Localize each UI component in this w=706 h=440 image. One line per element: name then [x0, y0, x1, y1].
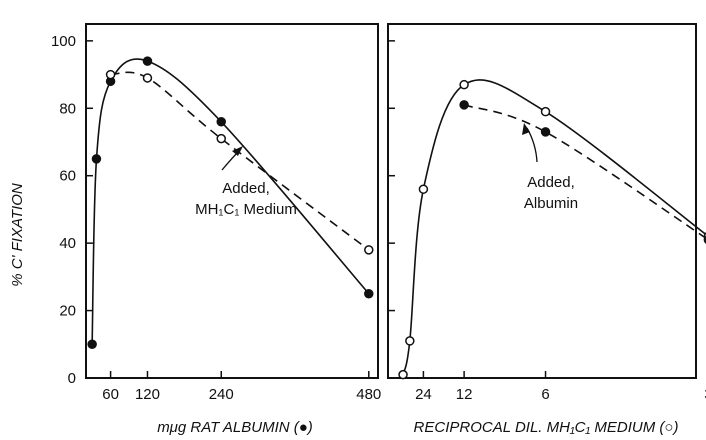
right-panel: 24 12 6 3 Added, Albumin RECIPROCAL DIL. MH…: [387, 23, 706, 436]
open-data-point: [459, 79, 469, 90]
right-x-ticks: 24 12 6 3: [415, 371, 706, 403]
x-tick-label: 480: [356, 386, 381, 403]
left-x-ticks: 60 120 240 480: [102, 371, 381, 403]
right-x-axis-title: RECIPROCAL DIL. MH₁C₁ MEDIUM (○): [414, 419, 679, 436]
dashed-series-line: [463, 104, 706, 240]
left-y-ticks: 0 20 40 60 80 100: [51, 33, 395, 387]
open-data-point: [364, 245, 374, 255]
left-series-lines: [91, 58, 370, 345]
filled-data-point: [364, 288, 374, 299]
open-data-point: [418, 184, 429, 194]
filled-data-point: [216, 117, 226, 127]
y-axis-title: % C' FIXATION: [9, 183, 26, 287]
x-tick-label: 120: [135, 386, 160, 403]
open-data-point: [105, 69, 116, 80]
filled-data-point: [540, 127, 551, 137]
left-annotation-arrow: [221, 146, 243, 171]
solid-series-line: [91, 58, 370, 345]
open-data-point: [398, 369, 408, 380]
x-tick-label: 12: [456, 386, 473, 403]
open-data-point: [142, 73, 153, 83]
dashed-series-line: [110, 71, 370, 251]
right-annotation-line1: Added,: [527, 174, 575, 191]
x-tick-label: 60: [102, 386, 119, 403]
open-data-point: [216, 133, 226, 144]
x-tick-label: 3: [704, 386, 706, 403]
y-tick-label: 100: [51, 33, 76, 50]
right-plot-frame: [387, 23, 697, 379]
x-tick-label: 24: [415, 386, 432, 403]
left-panel: 0 20 40 60 80 100 60 120 240 480 Added, MH₁C₁ Me…: [51, 23, 395, 436]
left-annotation-line1: Added,: [222, 180, 270, 197]
filled-data-point: [142, 56, 153, 66]
y-tick-label: 0: [68, 370, 76, 387]
left-x-axis-title: mμg RAT ALBUMIN (●): [157, 419, 313, 436]
right-series-lines: [402, 79, 706, 375]
x-tick-label: 6: [541, 386, 549, 403]
x-tick-label: 240: [209, 386, 234, 403]
y-tick-label: 40: [59, 235, 76, 252]
open-data-point: [405, 336, 415, 346]
right-series-points: [398, 79, 706, 380]
right-annotation-arrow: [522, 123, 538, 163]
left-annotation-line2: MH₁C₁ Medium: [195, 201, 297, 218]
y-tick-label: 20: [59, 303, 76, 320]
left-series-points: [87, 56, 374, 350]
open-data-point: [540, 106, 551, 117]
solid-series-line: [402, 79, 706, 375]
y-tick-label: 80: [59, 100, 76, 117]
y-tick-label: 60: [59, 168, 76, 185]
filled-data-point: [87, 339, 97, 350]
left-plot-frame: [85, 23, 379, 379]
filled-data-point: [91, 154, 102, 164]
right-annotation-line2: Albumin: [524, 195, 578, 212]
filled-data-point: [459, 100, 469, 110]
